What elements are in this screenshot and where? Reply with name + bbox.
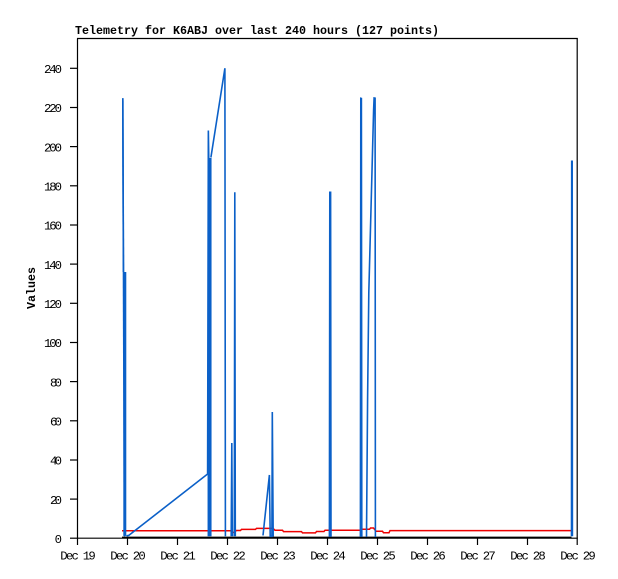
svg-text:Dec 24: Dec 24: [310, 549, 346, 563]
svg-text:Dec 21: Dec 21: [160, 549, 196, 563]
svg-text:Dec 28: Dec 28: [510, 549, 546, 563]
svg-text:Dec 25: Dec 25: [360, 549, 396, 563]
svg-text:140: 140: [44, 259, 62, 273]
svg-text:80: 80: [50, 376, 62, 390]
svg-text:Dec 29: Dec 29: [560, 549, 596, 563]
svg-text:180: 180: [44, 181, 62, 195]
svg-text:60: 60: [50, 416, 62, 430]
svg-text:Dec 19: Dec 19: [60, 549, 96, 563]
svg-text:Dec 23: Dec 23: [260, 549, 296, 563]
svg-text:40: 40: [50, 455, 62, 469]
svg-text:Dec 26: Dec 26: [410, 549, 446, 563]
svg-text:100: 100: [44, 337, 62, 351]
svg-text:160: 160: [44, 220, 62, 234]
svg-text:120: 120: [44, 298, 62, 312]
svg-text:Dec 22: Dec 22: [210, 549, 246, 563]
svg-text:0: 0: [55, 533, 62, 547]
svg-text:220: 220: [44, 102, 62, 116]
svg-text:Dec 27: Dec 27: [460, 549, 496, 563]
svg-text:20: 20: [50, 494, 62, 508]
svg-text:Values: Values: [26, 267, 39, 309]
svg-text:Telemetry for K6ABJ over last: Telemetry for K6ABJ over last 240 hours …: [75, 25, 439, 38]
svg-text:240: 240: [44, 63, 62, 77]
svg-text:Dec 20: Dec 20: [110, 549, 146, 563]
svg-text:200: 200: [44, 141, 62, 155]
